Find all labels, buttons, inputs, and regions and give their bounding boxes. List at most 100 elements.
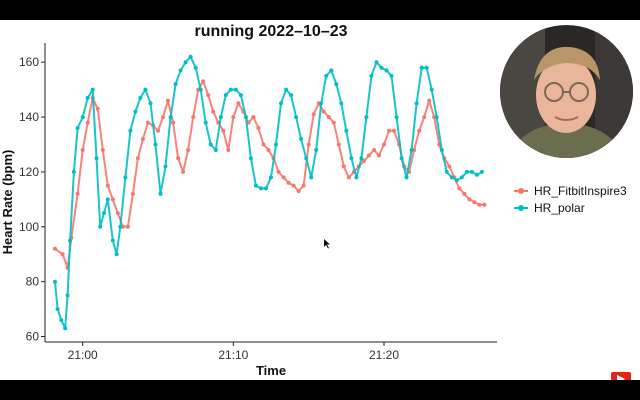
data-point bbox=[364, 115, 369, 120]
data-point bbox=[324, 73, 329, 78]
data-point bbox=[186, 148, 191, 152]
data-point bbox=[409, 148, 414, 152]
data-point bbox=[228, 87, 233, 92]
data-point bbox=[231, 115, 236, 120]
series-1 bbox=[53, 54, 484, 331]
series-0 bbox=[53, 79, 487, 270]
data-point bbox=[193, 65, 198, 70]
data-point bbox=[178, 68, 183, 73]
data-point bbox=[447, 164, 452, 169]
data-point bbox=[138, 95, 143, 100]
data-point bbox=[94, 156, 99, 161]
data-point bbox=[243, 115, 248, 120]
data-point bbox=[309, 175, 314, 180]
axes: 60 80 100 120 140 160 21:00 21:10 21:20 bbox=[19, 43, 497, 362]
data-point bbox=[233, 87, 238, 92]
data-point bbox=[417, 128, 422, 133]
data-point bbox=[304, 156, 309, 161]
data-point bbox=[311, 112, 316, 117]
data-point bbox=[123, 175, 128, 180]
data-point bbox=[143, 87, 148, 92]
data-point bbox=[294, 115, 299, 120]
data-point bbox=[181, 169, 186, 174]
legend-key-fitbit bbox=[512, 186, 530, 196]
data-point bbox=[359, 156, 364, 161]
data-point bbox=[434, 115, 439, 120]
legend-label-polar: HR_polar bbox=[534, 200, 585, 215]
data-point bbox=[114, 252, 119, 257]
data-point bbox=[146, 120, 150, 125]
data-point bbox=[261, 142, 266, 147]
data-point bbox=[264, 186, 268, 191]
data-point bbox=[90, 87, 95, 92]
data-point bbox=[158, 191, 163, 196]
data-point bbox=[153, 142, 158, 147]
y-tick-label: 120 bbox=[19, 165, 39, 179]
data-point bbox=[218, 115, 223, 120]
series-layer bbox=[53, 54, 487, 331]
data-point bbox=[422, 115, 427, 120]
data-point bbox=[394, 115, 399, 120]
data-point bbox=[369, 73, 374, 78]
legend: HR_FitbitInspire3 HR_polar bbox=[512, 182, 627, 216]
x-tick-label: 21:00 bbox=[68, 348, 98, 362]
data-point bbox=[161, 115, 165, 120]
data-point bbox=[213, 148, 218, 152]
data-point bbox=[203, 120, 208, 125]
data-point bbox=[65, 293, 70, 298]
y-axis-label: Heart Rate (bpm) bbox=[0, 150, 15, 255]
data-point bbox=[341, 164, 346, 169]
x-tick-label: 21:20 bbox=[369, 348, 399, 362]
data-point bbox=[238, 93, 243, 98]
data-point bbox=[444, 169, 449, 174]
legend-item-polar: HR_polar bbox=[512, 199, 627, 216]
data-point bbox=[125, 224, 130, 229]
data-point bbox=[366, 153, 371, 158]
data-point bbox=[349, 156, 354, 161]
data-point bbox=[60, 252, 65, 257]
data-point bbox=[236, 101, 241, 106]
data-point bbox=[253, 183, 258, 188]
data-point bbox=[361, 159, 366, 163]
series-line bbox=[54, 55, 483, 330]
chart: running 2022–10–23 60 80 100 120 140 160 21:00… bbox=[0, 23, 497, 378]
data-point bbox=[479, 169, 484, 174]
data-point bbox=[166, 98, 170, 103]
data-point bbox=[53, 279, 57, 284]
data-point bbox=[251, 115, 256, 120]
data-point bbox=[135, 156, 140, 161]
subscribe-play-icon[interactable] bbox=[611, 372, 631, 380]
data-point bbox=[168, 115, 173, 120]
data-point bbox=[472, 200, 477, 205]
data-point bbox=[71, 169, 76, 174]
data-point bbox=[281, 175, 286, 180]
data-point bbox=[171, 120, 176, 125]
video-frame: running 2022–10–23 60 80 100 120 140 160 21:00… bbox=[0, 20, 640, 380]
data-point bbox=[334, 82, 339, 87]
data-point bbox=[314, 148, 319, 152]
data-point bbox=[183, 60, 188, 65]
data-point bbox=[464, 169, 469, 174]
data-point bbox=[63, 326, 68, 331]
data-point bbox=[374, 60, 379, 65]
data-point bbox=[80, 148, 85, 152]
data-point bbox=[339, 101, 344, 106]
data-point bbox=[379, 65, 384, 70]
data-point bbox=[256, 126, 261, 130]
data-point bbox=[427, 98, 432, 103]
data-point bbox=[110, 197, 115, 202]
data-point bbox=[454, 178, 459, 183]
data-point bbox=[469, 169, 474, 174]
presenter-webcam bbox=[500, 25, 633, 158]
data-point bbox=[188, 54, 193, 59]
data-point bbox=[75, 191, 80, 196]
data-point bbox=[384, 68, 389, 73]
data-point bbox=[377, 153, 381, 158]
data-point bbox=[414, 101, 419, 106]
data-point bbox=[68, 238, 73, 243]
data-point bbox=[148, 101, 153, 106]
data-point bbox=[100, 148, 105, 152]
data-point bbox=[477, 202, 482, 207]
data-point bbox=[467, 197, 472, 202]
legend-label-fitbit: HR_FitbitInspire3 bbox=[534, 183, 627, 198]
